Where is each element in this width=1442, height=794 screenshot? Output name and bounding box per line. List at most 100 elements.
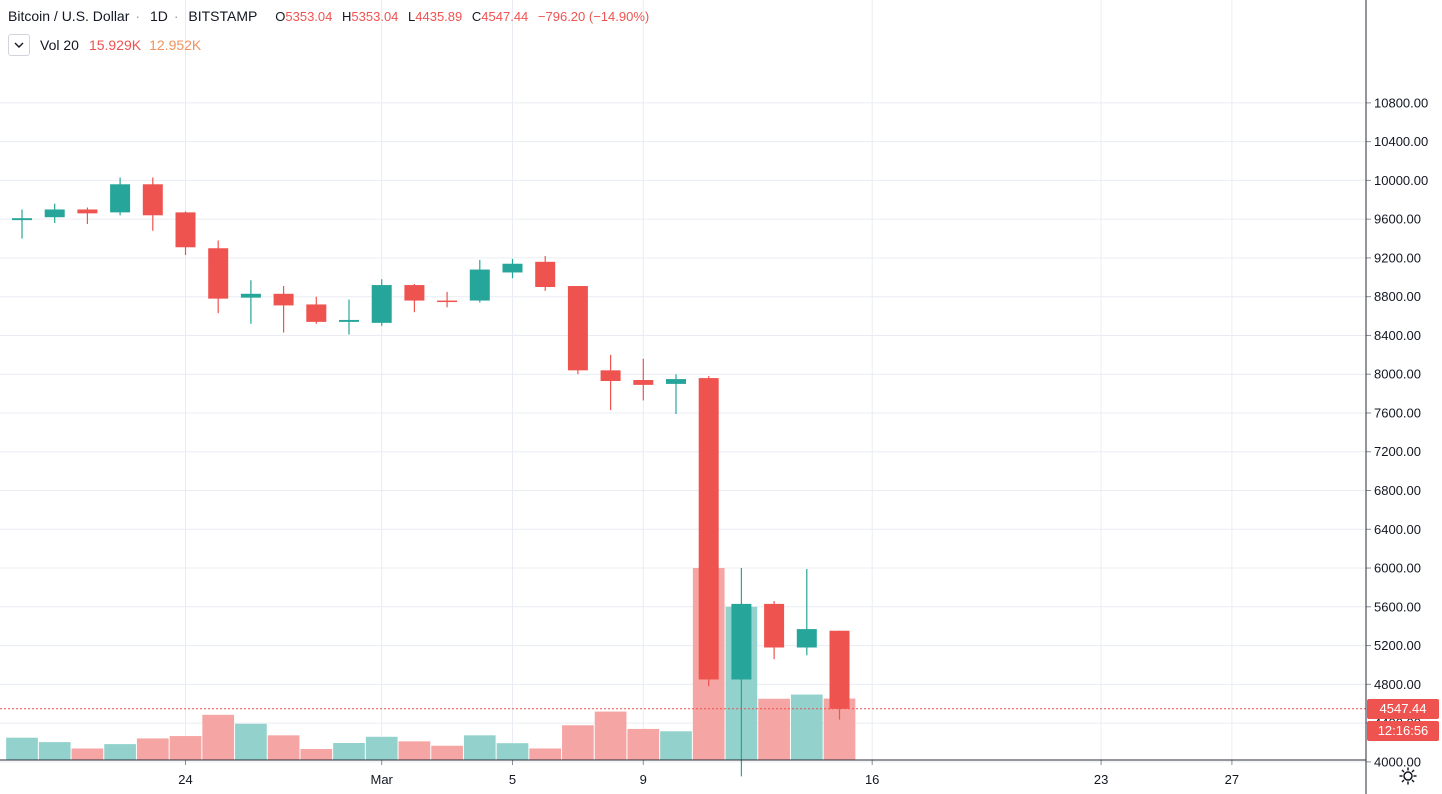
candle-body	[502, 263, 523, 273]
candle-body	[600, 370, 621, 382]
y-tick-label: 7600.00	[1374, 405, 1421, 420]
high-value: 5353.04	[351, 9, 399, 24]
y-tick-label: 10000.00	[1374, 173, 1428, 188]
interval: 1D	[149, 8, 168, 24]
volume-bar	[202, 714, 235, 760]
x-tick-label: 16	[865, 772, 879, 787]
change-value: −796.20 (−14.90%)	[537, 9, 650, 24]
volume-bar	[594, 711, 627, 760]
y-tick-label: 5200.00	[1374, 638, 1421, 653]
candle-body	[567, 286, 588, 371]
volume-bar	[136, 738, 169, 760]
volume-ma-value: 12.952K	[149, 37, 202, 53]
candle-body	[44, 209, 65, 218]
volume-legend: Vol 20 15.929K 12.952K	[8, 34, 201, 56]
y-tick-label: 4000.00	[1374, 754, 1421, 769]
volume-bar	[758, 698, 790, 760]
close-value: 4547.44	[481, 9, 529, 24]
volume-bar	[6, 737, 38, 760]
candle-body	[698, 378, 719, 680]
candle-body	[77, 209, 98, 214]
y-tick-label: 8400.00	[1374, 328, 1421, 343]
volume-bar	[38, 742, 71, 760]
grid-lines	[0, 0, 1366, 763]
y-tick-label: 6400.00	[1374, 522, 1421, 537]
candle-body	[339, 319, 359, 322]
chevron-down-icon	[14, 42, 24, 48]
volume-bar	[660, 731, 692, 760]
candle-body	[306, 304, 327, 322]
symbol-name: Bitcoin / U.S. Dollar	[8, 8, 130, 24]
volume-bar	[365, 736, 398, 760]
candle-body	[273, 293, 294, 306]
candle-body	[110, 184, 131, 213]
volume-bar	[104, 744, 136, 760]
low-key: L	[408, 9, 416, 24]
candle-body	[12, 218, 32, 221]
candle-body	[175, 212, 196, 248]
volume-bar	[496, 743, 529, 760]
candle-body	[240, 293, 261, 298]
chart-settings-button[interactable]	[1396, 764, 1420, 788]
last-price-badge: 4547.44	[1367, 698, 1439, 719]
volume-bar	[169, 736, 202, 760]
volume-bars	[6, 568, 856, 760]
candle-body	[796, 629, 817, 648]
volume-bar	[300, 749, 333, 760]
close-key: C	[471, 9, 482, 24]
candle-body	[142, 184, 163, 216]
volume-bar	[790, 694, 823, 760]
x-tick-label: 23	[1094, 772, 1108, 787]
volume-bar	[71, 748, 104, 760]
volume-bar	[562, 725, 594, 760]
y-tick-label: 7200.00	[1374, 444, 1421, 459]
candles	[12, 177, 850, 777]
y-tick-label: 8800.00	[1374, 289, 1421, 304]
collapse-toggle-button[interactable]	[8, 34, 30, 56]
y-tick-label: 8000.00	[1374, 367, 1421, 382]
volume-bar	[627, 728, 660, 760]
open-key: O	[275, 9, 286, 24]
symbol-legend: Bitcoin / U.S. Dollar · 1D · BITSTAMP O535…	[8, 8, 661, 24]
volume-label: Vol 20	[40, 37, 79, 53]
y-tick-label: 9200.00	[1374, 250, 1421, 265]
y-tick-label: 9600.00	[1374, 212, 1421, 227]
volume-bar	[431, 745, 463, 760]
y-tick-label: 10400.00	[1374, 134, 1428, 149]
candle-body	[829, 630, 850, 709]
y-tick-label: 4800.00	[1374, 677, 1421, 692]
ohlc-values: O5353.04 H5353.04 L4435.89 C4547.44 −796…	[275, 9, 655, 24]
x-tick-label: Mar	[371, 772, 394, 787]
x-tick-label: 9	[640, 772, 647, 787]
x-tick-label: 5	[509, 772, 516, 787]
candle-body	[731, 603, 752, 680]
candle-body	[535, 261, 556, 288]
x-tick-label: 27	[1225, 772, 1239, 787]
high-key: H	[342, 9, 352, 24]
gear-icon	[1399, 767, 1417, 785]
candle-body	[469, 269, 490, 301]
x-tick-label: 24	[178, 772, 192, 787]
candle-body	[633, 380, 654, 385]
y-tick-label: 6000.00	[1374, 561, 1421, 576]
volume-bar	[333, 742, 365, 760]
candle-body	[437, 300, 458, 303]
y-tick-label: 10800.00	[1374, 95, 1428, 110]
volume-bar	[463, 735, 496, 760]
y-tick-label: 5600.00	[1374, 599, 1421, 614]
volume-bar	[235, 723, 267, 760]
exchange: BITSTAMP	[188, 8, 258, 24]
candle-body	[666, 379, 686, 384]
candle-body	[371, 285, 392, 323]
volume-bar	[529, 748, 562, 760]
volume-bar	[398, 741, 431, 760]
candle-body	[404, 285, 425, 301]
low-value: 4435.89	[415, 9, 463, 24]
open-value: 5353.04	[285, 9, 333, 24]
volume-value: 15.929K	[88, 37, 142, 53]
candle-body	[764, 603, 785, 648]
y-tick-label: 6800.00	[1374, 483, 1421, 498]
volume-bar	[267, 735, 300, 760]
